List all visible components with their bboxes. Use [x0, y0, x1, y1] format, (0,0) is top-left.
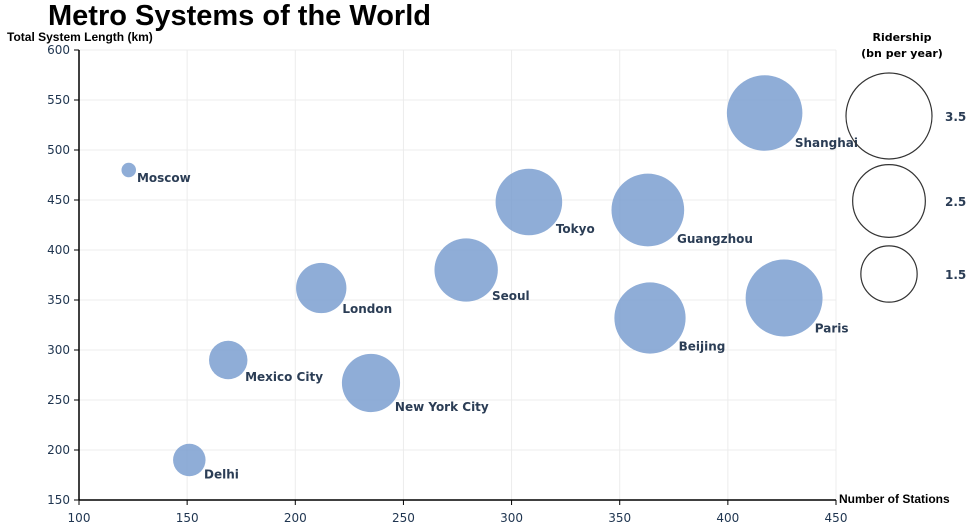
bubble-seoul — [434, 238, 498, 302]
legend-circle-2-5 — [852, 164, 926, 238]
legend-title-line-1: Ridership — [872, 31, 931, 44]
bubble-shanghai — [726, 75, 803, 151]
bubble-label-new-york-city: New York City — [395, 400, 489, 414]
y-tick-label-600: 600 — [47, 43, 70, 57]
bubble-label-shanghai: Shanghai — [795, 136, 858, 150]
axes — [78, 50, 836, 501]
legend-label-2-5: 2.5 — [945, 195, 966, 209]
bubble-label-paris: Paris — [815, 322, 849, 336]
legend-title-line-2: (bn per year) — [861, 47, 943, 60]
bubble-labels: Moscow Delhi Mexico City London New York Cit… — [137, 136, 858, 482]
bubble-paris — [745, 259, 823, 337]
y-axis-ticks: 150 200 250 300 350 400 450 500 550 600 — [47, 43, 79, 507]
x-axis-title: Number of Stations — [839, 492, 950, 506]
x-tick-label-450: 450 — [825, 511, 848, 525]
x-tick-label-250: 250 — [392, 511, 415, 525]
y-tick-label-450: 450 — [47, 193, 70, 207]
bubble-new-york-city — [341, 353, 401, 413]
y-tick-label-500: 500 — [47, 143, 70, 157]
legend-circle-1-5 — [860, 245, 918, 303]
bubble-label-guangzhou: Guangzhou — [677, 232, 753, 246]
bubble-tokyo — [495, 168, 563, 236]
y-tick-label-550: 550 — [47, 93, 70, 107]
x-axis-ticks: 100 150 200 250 300 350 400 450 — [68, 500, 848, 525]
x-tick-label-350: 350 — [608, 511, 631, 525]
y-tick-label-350: 350 — [47, 293, 70, 307]
bubble-label-seoul: Seoul — [492, 289, 530, 303]
y-tick-label-400: 400 — [47, 243, 70, 257]
legend-circle-3-5 — [845, 72, 933, 160]
bubble-label-mexico-city: Mexico City — [245, 370, 323, 384]
chart-title: Metro Systems of the World — [48, 0, 431, 32]
x-tick-label-150: 150 — [176, 511, 199, 525]
y-tick-label-300: 300 — [47, 343, 70, 357]
bubble-label-tokyo: Tokyo — [556, 222, 595, 236]
bubble-series — [121, 75, 823, 477]
bubble-beijing — [614, 282, 686, 354]
x-tick-label-100: 100 — [68, 511, 91, 525]
y-tick-label-200: 200 — [47, 443, 70, 457]
bubble-label-moscow: Moscow — [137, 171, 191, 185]
legend-label-1-5: 1.5 — [945, 268, 966, 282]
bubble-delhi — [173, 443, 206, 477]
bubble-label-london: London — [342, 302, 392, 316]
size-legend: Ridership (bn per year) 3.5 2.5 1.5 — [845, 31, 966, 303]
bubble-mexico-city — [209, 340, 248, 380]
x-tick-label-400: 400 — [716, 511, 739, 525]
bubble-label-delhi: Delhi — [204, 468, 239, 482]
gridlines — [79, 49, 837, 500]
bubble-guangzhou — [611, 173, 685, 247]
legend-label-3-5: 3.5 — [945, 110, 966, 124]
bubble-london — [296, 262, 347, 314]
bubble-moscow — [121, 162, 137, 178]
x-tick-label-300: 300 — [500, 511, 523, 525]
y-tick-label-250: 250 — [47, 393, 70, 407]
x-tick-label-200: 200 — [284, 511, 307, 525]
y-axis-title: Total System Length (km) — [7, 30, 153, 44]
bubble-label-beijing: Beijing — [679, 340, 726, 354]
y-tick-label-150: 150 — [47, 493, 70, 507]
